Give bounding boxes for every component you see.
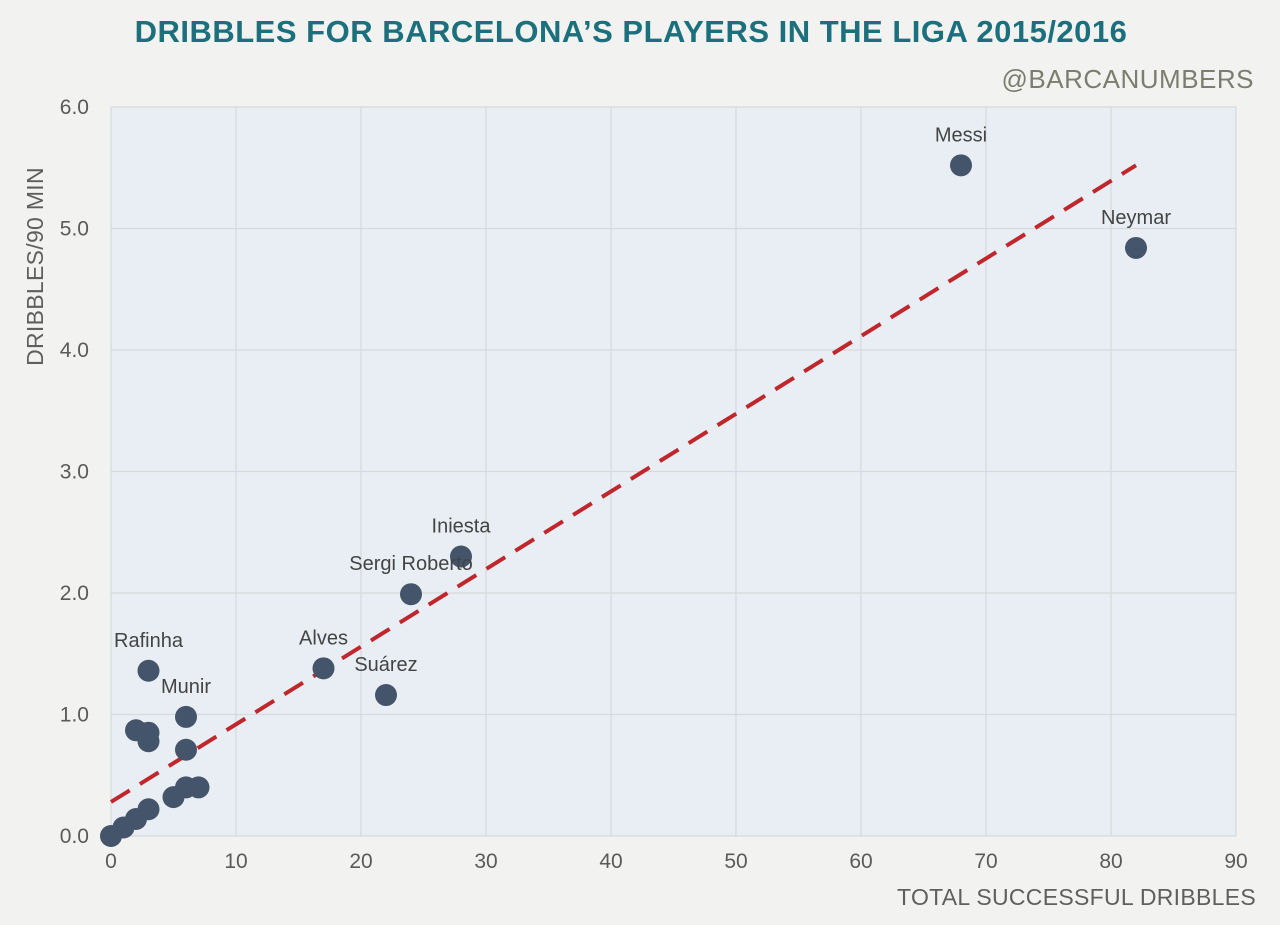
point-label: Rafinha — [114, 630, 184, 652]
x-tick-label: 40 — [599, 850, 622, 873]
data-point — [162, 786, 185, 809]
y-tick-label: 4.0 — [60, 339, 89, 362]
credit-handle: @BARCANUMBERS — [1001, 64, 1254, 94]
data-point — [187, 776, 210, 799]
data-point — [100, 825, 122, 847]
y-tick-label: 2.0 — [60, 582, 89, 605]
x-tick-label: 50 — [724, 850, 747, 873]
data-point — [137, 659, 160, 682]
point-label: Iniesta — [432, 516, 492, 538]
x-tick-label: 10 — [224, 850, 247, 873]
x-tick-label: 60 — [849, 850, 872, 873]
x-tick-label: 70 — [974, 850, 997, 873]
y-tick-label: 1.0 — [60, 704, 89, 727]
point-label: Suárez — [354, 654, 417, 676]
data-point — [400, 583, 422, 606]
point-label: Sergi Roberto — [349, 553, 472, 575]
data-point — [1125, 236, 1147, 259]
x-tick-label: 80 — [1099, 850, 1122, 873]
axis-ticks: 0 10 20 30 40 50 60 70 80 90 0.0 1.0 2.0 3.0 4.0 5.0 6.0 — [60, 96, 1248, 873]
x-tick-label: 90 — [1224, 850, 1247, 873]
data-point — [450, 545, 472, 568]
x-axis-label: TOTAL SUCCESSFUL DRIBBLES — [897, 884, 1256, 910]
data-points — [100, 154, 1147, 847]
grid-lines — [110, 106, 1237, 837]
data-point — [950, 154, 972, 177]
x-tick-label: 30 — [474, 850, 497, 873]
point-label: Munir — [161, 676, 211, 698]
point-labels: Messi Neymar Iniesta Sergi Roberto Alves Suár… — [114, 124, 1171, 698]
y-tick-label: 3.0 — [60, 461, 89, 484]
point-label: Neymar — [1101, 207, 1171, 229]
y-axis-label: DRIBBLES/90 MIN — [22, 167, 48, 366]
x-tick-label: 20 — [349, 850, 372, 873]
data-point — [312, 657, 335, 680]
trendline — [109, 163, 1138, 804]
point-label: Messi — [935, 124, 987, 146]
x-tick-label: 0 — [105, 850, 117, 873]
chart-title: DRIBBLES FOR BARCELONA’S PLAYERS IN THE … — [134, 14, 1128, 49]
data-point — [175, 738, 197, 761]
data-point — [175, 705, 197, 728]
trendline-segment — [109, 163, 1138, 804]
point-label: Alves — [299, 627, 348, 649]
y-tick-label: 5.0 — [60, 218, 89, 241]
data-point — [375, 684, 397, 707]
y-tick-label: 0.0 — [60, 825, 89, 848]
data-point — [137, 730, 160, 753]
y-tick-label: 6.0 — [60, 96, 89, 119]
